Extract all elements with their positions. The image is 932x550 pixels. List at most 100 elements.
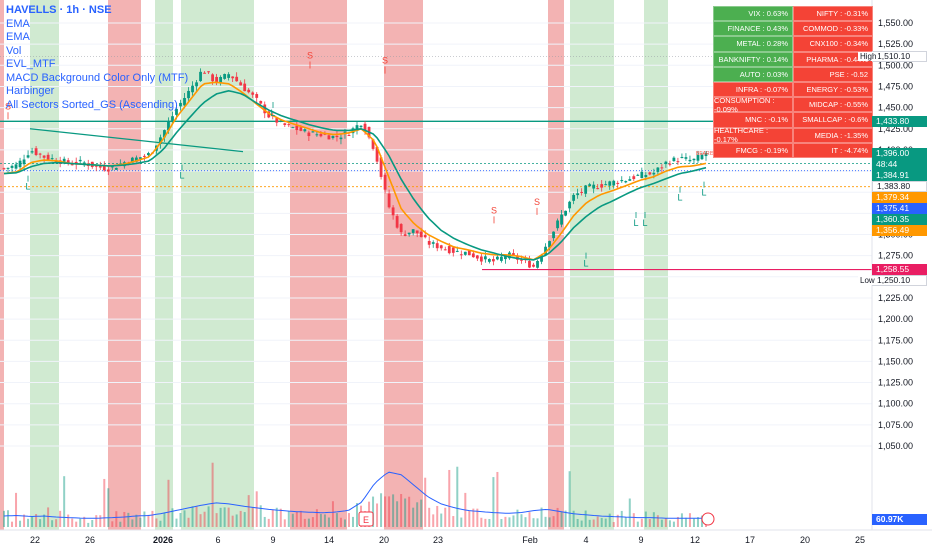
volume-bar-123 xyxy=(496,471,499,527)
candle-102 xyxy=(411,229,415,233)
signal-L-11: L xyxy=(677,193,682,203)
volume-bar-57 xyxy=(231,515,234,527)
candle-4 xyxy=(18,160,22,168)
candle-34 xyxy=(138,157,142,159)
side-label: High xyxy=(858,52,879,62)
region-bear-0 xyxy=(0,0,4,530)
volume-bar-48 xyxy=(195,506,198,527)
candle-114 xyxy=(459,254,463,256)
candle-158 xyxy=(636,174,640,176)
volume-bar-73 xyxy=(295,511,298,527)
candle-101 xyxy=(407,232,411,235)
volume-bar-70 xyxy=(283,519,286,527)
volume-tag: 60.97K xyxy=(872,514,927,525)
volume-bar-72 xyxy=(291,513,294,527)
sector-cell-left: VIX : 0.63% xyxy=(713,6,793,22)
trendline xyxy=(29,128,244,153)
time-label-5: 14 xyxy=(324,535,334,545)
volume-bar-84 xyxy=(339,517,342,527)
time-label-14: 25 xyxy=(855,535,865,545)
volume-bar-130 xyxy=(524,517,527,527)
candle-59 xyxy=(239,82,243,86)
candle-55 xyxy=(223,73,227,79)
candle-157 xyxy=(632,176,636,180)
volume-bar-167 xyxy=(672,521,675,527)
candle-61 xyxy=(247,89,251,93)
indicator-harbinger[interactable]: Harbinger xyxy=(6,85,55,97)
candle-9 xyxy=(38,153,42,155)
volume-bar-171 xyxy=(688,513,691,527)
volume-bar-80 xyxy=(323,514,326,527)
sector-cell-left: CONSUMPTION : -0.09% xyxy=(713,96,793,114)
candle-72 xyxy=(291,127,295,129)
candle-159 xyxy=(640,171,644,179)
volume-bar-150 xyxy=(604,518,607,527)
volume-bar-33 xyxy=(135,514,138,527)
sector-cell-left: HEALTHCARE : -0.17% xyxy=(713,126,793,144)
volume-bar-97 xyxy=(392,494,395,527)
volume-bar-122 xyxy=(492,477,495,527)
candle-60 xyxy=(243,83,247,92)
price-tag: 1,396.00 xyxy=(872,147,927,159)
volume-bar-154 xyxy=(620,510,623,527)
ema-slow-line xyxy=(3,89,707,261)
candle-148 xyxy=(596,188,600,190)
volume-bar-81 xyxy=(327,517,330,527)
volume-bar-29 xyxy=(119,521,122,527)
volume-bar-62 xyxy=(251,507,254,527)
candle-137 xyxy=(552,231,555,239)
volume-bar-83 xyxy=(335,513,338,527)
candle-100 xyxy=(403,234,407,236)
volume-bar-7 xyxy=(31,516,34,527)
volume-bar-64 xyxy=(259,505,262,527)
region-bear-6 xyxy=(384,0,423,530)
price-tick-14: 1,200.00 xyxy=(878,314,913,324)
price-tick-4: 1,450.00 xyxy=(878,103,913,113)
candle-174 xyxy=(700,154,704,160)
indicator-macd-bg[interactable]: MACD Background Color Only (MTF) xyxy=(6,71,189,84)
volume-bar-68 xyxy=(275,507,278,527)
candle-138 xyxy=(556,220,559,229)
volume-bar-173 xyxy=(696,517,699,527)
candle-1 xyxy=(6,167,10,169)
volume-bar-109 xyxy=(440,513,443,527)
candle-175 xyxy=(704,153,708,157)
volume-bar-105 xyxy=(424,477,427,527)
volume-bar-163 xyxy=(656,515,659,527)
symbol-title[interactable]: HAVELLS · 1h · NSE xyxy=(6,4,112,16)
candle-57 xyxy=(231,76,235,79)
volume-bar-102 xyxy=(412,507,415,527)
sector-row: BANKNIFTY : 0.14% PHARMA : -0.44% xyxy=(713,51,873,67)
volume-bar-52 xyxy=(211,462,214,527)
sector-cell-right: IT : -4.74% xyxy=(793,142,873,158)
volume-bar-142 xyxy=(572,510,575,527)
volume-bar-93 xyxy=(376,503,379,527)
price-tag: 1,384.91 xyxy=(872,169,927,181)
candle-58 xyxy=(235,76,239,82)
volume-bar-127 xyxy=(512,515,515,527)
candle-156 xyxy=(628,179,632,181)
volume-bar-65 xyxy=(263,516,266,527)
price-tick-11: 1,275.00 xyxy=(878,251,913,261)
price-tick-18: 1,100.00 xyxy=(878,399,913,409)
indicator-ema-2[interactable]: EMA xyxy=(6,31,30,43)
signal-L-8: L xyxy=(583,259,588,269)
candle-160 xyxy=(644,175,648,177)
indicator-ema-1[interactable]: EMA xyxy=(6,17,30,30)
candle-36 xyxy=(147,153,150,156)
signal-S-0: S xyxy=(5,101,11,111)
volume-bar-39 xyxy=(159,520,162,527)
candle-17 xyxy=(70,164,74,166)
candle-131 xyxy=(528,260,531,268)
volume-bar-161 xyxy=(648,519,651,527)
price-tick-15: 1,175.00 xyxy=(878,335,913,345)
region-bear-7 xyxy=(548,0,564,530)
volume-bar-43 xyxy=(175,518,178,527)
price-tag: 1,375.41 xyxy=(872,202,927,214)
signal-L-12: L xyxy=(701,188,706,198)
indicator-evl-mtf[interactable]: EVL_MTF xyxy=(6,58,56,70)
indicator-sectors[interactable]: All Sectors Sorted_GS (Ascending) xyxy=(6,98,178,111)
indicator-vol[interactable]: Vol xyxy=(6,44,22,57)
